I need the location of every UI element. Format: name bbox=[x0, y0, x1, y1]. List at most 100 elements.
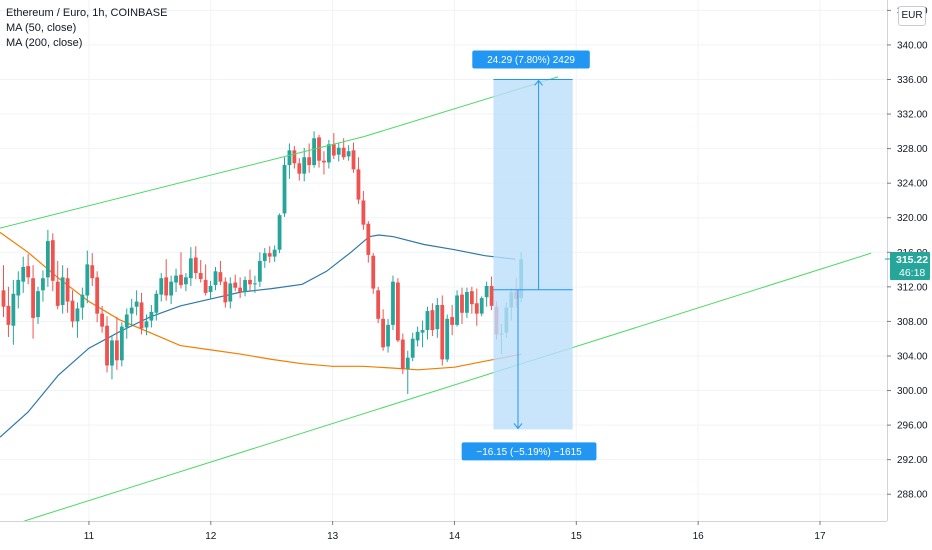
candle-body[interactable] bbox=[297, 163, 302, 174]
candle[interactable] bbox=[361, 190, 366, 230]
candle[interactable] bbox=[415, 326, 420, 347]
candle-body[interactable] bbox=[198, 273, 203, 280]
candle-body[interactable] bbox=[262, 253, 267, 261]
trend-channel[interactable] bbox=[0, 76, 872, 522]
candle-body[interactable] bbox=[124, 314, 129, 328]
candle[interactable] bbox=[356, 157, 361, 204]
candle[interactable] bbox=[248, 269, 252, 291]
candle[interactable] bbox=[50, 233, 55, 292]
candle-body[interactable] bbox=[405, 357, 410, 369]
candle[interactable] bbox=[179, 252, 183, 289]
candle-body[interactable] bbox=[282, 165, 287, 214]
candle[interactable] bbox=[129, 298, 134, 327]
candle[interactable] bbox=[134, 290, 139, 316]
candle[interactable] bbox=[119, 322, 124, 367]
candle-body[interactable] bbox=[326, 144, 331, 163]
candle[interactable] bbox=[292, 146, 297, 169]
candle-body[interactable] bbox=[489, 285, 494, 306]
candle[interactable] bbox=[400, 333, 405, 375]
candle-body[interactable] bbox=[100, 313, 104, 327]
candle[interactable] bbox=[257, 252, 262, 287]
candle[interactable] bbox=[154, 290, 159, 321]
candle-body[interactable] bbox=[410, 338, 415, 358]
candle-body[interactable] bbox=[169, 281, 174, 296]
candle[interactable] bbox=[26, 254, 31, 285]
candle[interactable] bbox=[420, 320, 425, 348]
candle-body[interactable] bbox=[213, 271, 218, 286]
candle-body[interactable] bbox=[80, 294, 85, 308]
candle[interactable] bbox=[218, 260, 223, 286]
trend-line[interactable] bbox=[0, 136, 365, 229]
candle[interactable] bbox=[253, 275, 257, 293]
candle-body[interactable] bbox=[361, 200, 366, 225]
candle[interactable] bbox=[11, 279, 16, 345]
candle-body[interactable] bbox=[381, 318, 386, 348]
time-axis[interactable] bbox=[0, 521, 932, 550]
ma200-legend[interactable]: MA (200, close) bbox=[6, 37, 83, 49]
candle-body[interactable] bbox=[465, 292, 469, 313]
candle[interactable] bbox=[90, 253, 95, 286]
candle[interactable] bbox=[386, 318, 390, 353]
long-position-tool[interactable]: 24.29 (7.80%) 2429 −16.15 (−5.19%) −1615 bbox=[461, 50, 597, 461]
target-zone[interactable] bbox=[493, 79, 573, 290]
candle[interactable] bbox=[114, 317, 119, 370]
candle[interactable] bbox=[346, 145, 351, 161]
candle-body[interactable] bbox=[287, 150, 292, 166]
candle-body[interactable] bbox=[31, 278, 35, 318]
candle[interactable] bbox=[238, 277, 243, 299]
candle-body[interactable] bbox=[356, 169, 361, 200]
candle-body[interactable] bbox=[6, 305, 11, 325]
candle-body[interactable] bbox=[302, 157, 307, 174]
candle[interactable] bbox=[21, 256, 26, 293]
candle[interactable] bbox=[331, 133, 336, 159]
candle[interactable] bbox=[45, 229, 50, 287]
candle[interactable] bbox=[85, 250, 90, 304]
candle-body[interactable] bbox=[272, 249, 277, 257]
candle-body[interactable] bbox=[75, 308, 80, 322]
candle[interactable] bbox=[1, 265, 6, 318]
candle-body[interactable] bbox=[36, 291, 40, 318]
candle-body[interactable] bbox=[351, 150, 356, 170]
candle[interactable] bbox=[95, 271, 100, 323]
candle[interactable] bbox=[391, 275, 395, 331]
candle-body[interactable] bbox=[228, 283, 233, 302]
candle-body[interactable] bbox=[26, 266, 31, 278]
candle-body[interactable] bbox=[233, 282, 238, 288]
candle-body[interactable] bbox=[336, 147, 341, 155]
candle-body[interactable] bbox=[366, 223, 371, 255]
candle[interactable] bbox=[110, 335, 114, 380]
candle[interactable] bbox=[484, 281, 489, 307]
candle-body[interactable] bbox=[346, 151, 351, 157]
candle-body[interactable] bbox=[420, 330, 425, 333]
candle-body[interactable] bbox=[400, 339, 405, 369]
candle-body[interactable] bbox=[21, 266, 26, 282]
candle[interactable] bbox=[381, 309, 386, 351]
candle-body[interactable] bbox=[208, 285, 213, 293]
candle[interactable] bbox=[460, 287, 464, 325]
candle[interactable] bbox=[188, 247, 193, 286]
candle-body[interactable] bbox=[85, 264, 90, 296]
candle-body[interactable] bbox=[450, 317, 455, 325]
candle-body[interactable] bbox=[341, 147, 346, 158]
candle-body[interactable] bbox=[41, 278, 45, 291]
candle[interactable] bbox=[405, 350, 410, 394]
candle-body[interactable] bbox=[179, 274, 183, 286]
candle-body[interactable] bbox=[391, 281, 395, 325]
candle[interactable] bbox=[440, 295, 445, 366]
candle[interactable] bbox=[41, 270, 45, 302]
candle-body[interactable] bbox=[371, 255, 376, 289]
candle[interactable] bbox=[302, 147, 307, 182]
candle[interactable] bbox=[262, 247, 267, 268]
candle-body[interactable] bbox=[11, 293, 16, 326]
candle-body[interactable] bbox=[331, 144, 336, 156]
candle-body[interactable] bbox=[154, 293, 159, 313]
candle[interactable] bbox=[430, 303, 435, 337]
candle-body[interactable] bbox=[174, 275, 178, 283]
currency-button[interactable]: EUR bbox=[898, 6, 926, 26]
candle[interactable] bbox=[70, 290, 75, 328]
candle[interactable] bbox=[100, 305, 104, 333]
candle[interactable] bbox=[16, 271, 21, 309]
candle-body[interactable] bbox=[430, 310, 435, 331]
candle-body[interactable] bbox=[45, 241, 50, 278]
candle-body[interactable] bbox=[474, 303, 479, 314]
